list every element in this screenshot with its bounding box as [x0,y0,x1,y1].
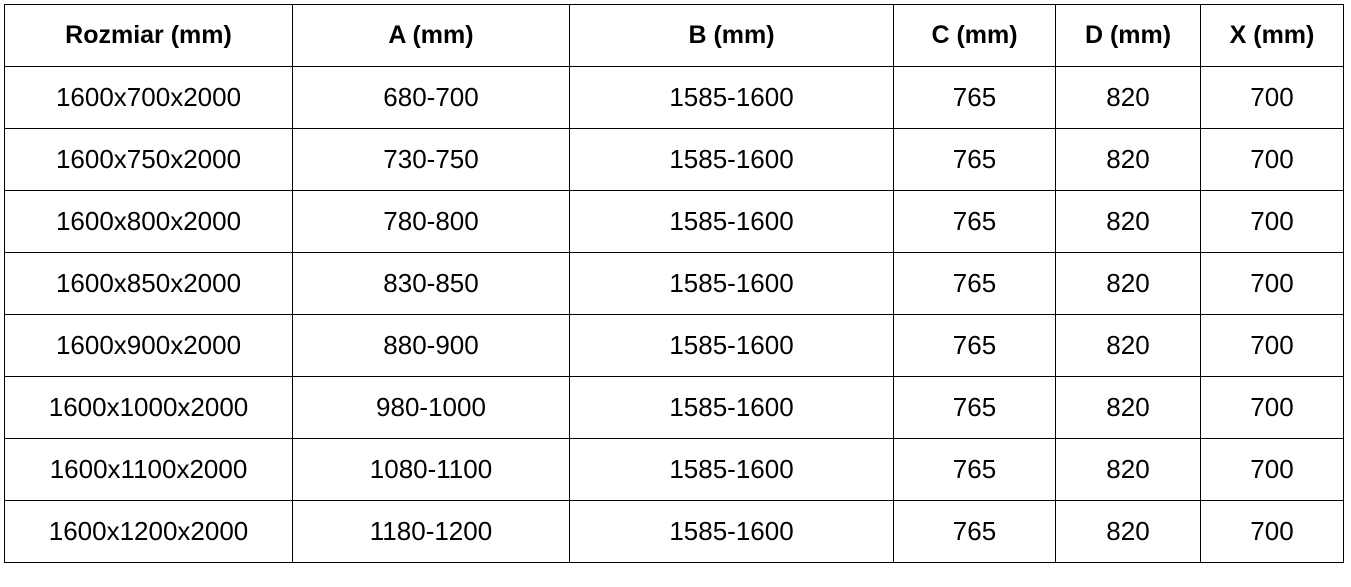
table-cell: 1585-1600 [569,376,894,439]
table-cell: 1585-1600 [569,438,894,501]
table-cell: 1600x750x2000 [4,128,293,191]
table-cell: 700 [1200,252,1344,315]
table-cell: 700 [1200,500,1344,563]
table-cell: 1600x900x2000 [4,314,293,377]
table-cell: 1585-1600 [569,500,894,563]
table-cell: 1600x1100x2000 [4,438,293,501]
table-cell: 1600x800x2000 [4,190,293,253]
table-cell: 820 [1055,66,1201,129]
header-row: Rozmiar (mm) A (mm) B (mm) C (mm) D (mm) X (m… [4,4,1344,67]
table-cell: 700 [1200,190,1344,253]
table-cell: 700 [1200,314,1344,377]
table-row: 1600x1200x2000 1180-1200 1585-1600 765 820 70… [4,500,1344,563]
table-cell: 1585-1600 [569,66,894,129]
table-cell: 820 [1055,376,1201,439]
table-cell: 700 [1200,376,1344,439]
table-row: 1600x1100x2000 1080-1100 1585-1600 765 820 70… [4,438,1344,501]
table-cell: 1585-1600 [569,252,894,315]
column-header: X (mm) [1200,4,1344,67]
table-cell: 820 [1055,438,1201,501]
table-row: 1600x850x2000 830-850 1585-1600 765 820 700 [4,252,1344,315]
table-row: 1600x900x2000 880-900 1585-1600 765 820 700 [4,314,1344,377]
column-header: A (mm) [292,4,570,67]
table-cell: 880-900 [292,314,570,377]
table-cell: 700 [1200,438,1344,501]
table-cell: 730-750 [292,128,570,191]
table-cell: 1600x850x2000 [4,252,293,315]
table-cell: 1600x1200x2000 [4,500,293,563]
table-row: 1600x800x2000 780-800 1585-1600 765 820 700 [4,190,1344,253]
table-row: 1600x750x2000 730-750 1585-1600 765 820 700 [4,128,1344,191]
table-cell: 1080-1100 [292,438,570,501]
table-cell: 700 [1200,128,1344,191]
table-cell: 820 [1055,128,1201,191]
table-cell: 1600x700x2000 [4,66,293,129]
table-row: 1600x1000x2000 980-1000 1585-1600 765 820 700 [4,376,1344,439]
table-cell: 1585-1600 [569,190,894,253]
table-cell: 765 [893,66,1056,129]
table-cell: 765 [893,314,1056,377]
column-header: C (mm) [893,4,1056,67]
table-cell: 765 [893,128,1056,191]
table-cell: 820 [1055,314,1201,377]
table-cell: 765 [893,190,1056,253]
table-cell: 680-700 [292,66,570,129]
column-header: B (mm) [569,4,894,67]
dimensions-table: Rozmiar (mm) A (mm) B (mm) C (mm) D (mm) X (m… [4,4,1344,563]
table-cell: 1585-1600 [569,128,894,191]
table-cell: 980-1000 [292,376,570,439]
table-cell: 830-850 [292,252,570,315]
table-cell: 700 [1200,66,1344,129]
table-row: 1600x700x2000 680-700 1585-1600 765 820 700 [4,66,1344,129]
column-header: D (mm) [1055,4,1201,67]
table-cell: 765 [893,438,1056,501]
table-cell: 765 [893,500,1056,563]
table-cell: 1600x1000x2000 [4,376,293,439]
column-header: Rozmiar (mm) [4,4,293,67]
table-cell: 765 [893,252,1056,315]
table-cell: 765 [893,376,1056,439]
table-cell: 820 [1055,252,1201,315]
table-cell: 820 [1055,500,1201,563]
table-cell: 1585-1600 [569,314,894,377]
table-cell: 820 [1055,190,1201,253]
table-cell: 1180-1200 [292,500,570,563]
table-cell: 780-800 [292,190,570,253]
